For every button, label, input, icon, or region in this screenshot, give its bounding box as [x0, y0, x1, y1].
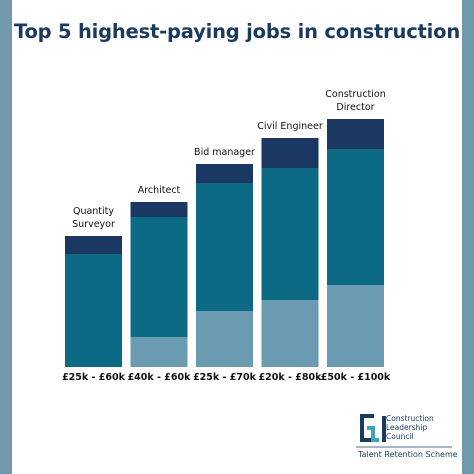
logo-text: Leadership — [386, 423, 428, 432]
range-label: £25k - £70k — [193, 372, 256, 383]
range-label: £50k - £100k — [320, 372, 391, 383]
logo-text: Council — [386, 432, 414, 441]
bar-segment — [261, 138, 319, 168]
bar-segment — [65, 236, 122, 254]
bar-segment — [130, 202, 188, 217]
category-label: Civil Engineer — [257, 121, 323, 132]
bar-segment — [261, 168, 319, 300]
logo-mark — [360, 414, 386, 442]
logo-scheme: Talent Retention Scheme — [358, 450, 458, 459]
bar-segment — [196, 183, 253, 311]
bar-segment — [196, 164, 253, 183]
chart-title: Top 5 highest-paying jobs in constructio… — [13, 20, 461, 43]
bar-segment — [130, 217, 188, 337]
category-label: Architect — [137, 185, 181, 196]
range-label: £25k - £60k — [62, 372, 125, 383]
bar-segment — [327, 119, 384, 149]
bar-segment — [327, 149, 384, 285]
category-label: Bid manager — [194, 147, 255, 158]
bar-segment — [327, 285, 384, 367]
category-label: Quantity Surveyor — [72, 206, 115, 230]
bar-segment — [196, 311, 253, 367]
bar-segment — [65, 254, 122, 367]
range-label: £20k - £80k — [258, 372, 322, 383]
category-label: Construction Director — [325, 89, 386, 113]
bar-segment — [130, 337, 188, 367]
logo-text: Construction — [386, 414, 434, 423]
bar-segment — [261, 300, 319, 367]
range-label: £40k - £60k — [127, 372, 191, 383]
